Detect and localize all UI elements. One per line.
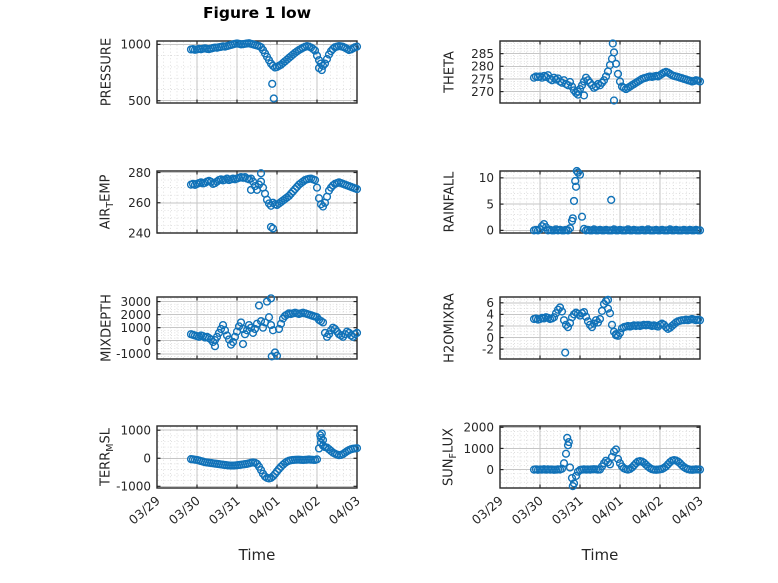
ytick-label: 280 — [471, 60, 494, 74]
axes-frame — [156, 170, 358, 234]
ytick-label: 275 — [471, 72, 494, 86]
scatter-series-theta — [529, 39, 705, 105]
tick-marks — [157, 426, 357, 488]
ytick-label: 1000 — [120, 321, 151, 335]
ytick-label: 1000 — [120, 424, 151, 438]
ytick-label: 1000 — [120, 38, 151, 52]
xtick-label: 04/03 — [326, 493, 363, 528]
subplot-pressure: 500 1000 — [120, 38, 362, 108]
ytick-label: 3000 — [120, 295, 151, 309]
ytick-label: 5 — [486, 197, 494, 211]
xtick-label: 04/02 — [629, 493, 666, 528]
ylabel-theta: THETA — [442, 51, 458, 93]
ytick-labels-pressure: 500 1000 — [120, 38, 151, 108]
xtick-labels-terr-msl: 03/29 03/30 03/31 04/01 04/02 04/03 — [126, 493, 363, 528]
ylabel-mixdepth: MIXDEPTH — [99, 294, 115, 362]
xtick-label: 03/29 — [469, 493, 506, 528]
xlabel-time-right: Time — [581, 546, 619, 564]
scatter-series-air-temp — [186, 169, 362, 233]
figure-title: Figure 1 low — [202, 4, 312, 22]
tick-marks — [500, 297, 700, 359]
xtick-label: 04/03 — [669, 493, 706, 528]
minor-grid — [500, 171, 700, 233]
xtick-label: 03/31 — [206, 493, 243, 528]
minor-grid — [500, 426, 700, 488]
ytick-labels-air-temp: 240 260 280 — [128, 166, 151, 240]
ytick-labels-rainfall: 0 5 10 — [479, 171, 494, 238]
ytick-label: 4 — [486, 308, 494, 322]
tick-marks — [500, 426, 700, 488]
tick-marks — [157, 171, 357, 234]
axes-frame — [499, 40, 701, 104]
ytick-label: 0 — [486, 463, 494, 477]
ytick-label: 240 — [128, 226, 151, 240]
subplot-sun-flux: 0 1000 2000 03/29 03/30 03/31 04/01 04/02 04/03 — [463, 421, 705, 528]
minor-grid — [157, 426, 357, 488]
ytick-labels-terr-msl: -1000 0 1000 — [116, 424, 151, 494]
tick-marks — [157, 297, 357, 359]
scatter-series-mixdepth — [186, 294, 362, 361]
axes-frame — [499, 425, 701, 489]
ytick-label: 260 — [128, 196, 151, 210]
axes-frame — [156, 40, 358, 104]
ylabel-h2omixra: H2OMIXRA — [442, 293, 458, 363]
scatter-series-terr-msl — [186, 429, 362, 483]
ylabel-terr-msl: TERRMSL — [98, 428, 116, 486]
ytick-label: 285 — [471, 47, 494, 61]
ylabel-pressure: PRESSURE — [99, 37, 115, 107]
ylabel-rainfall: RAINFALL — [442, 171, 458, 233]
scatter-series-rainfall — [529, 166, 705, 235]
ytick-label: 0 — [143, 334, 151, 348]
ytick-label: 10 — [479, 171, 494, 185]
ytick-label: -1000 — [116, 347, 151, 361]
subplot-rainfall: 0 5 10 — [479, 166, 705, 238]
ytick-label: 0 — [486, 224, 494, 238]
ylabel-sun-flux: SUNFLUX — [441, 428, 459, 486]
ytick-label: 2000 — [120, 308, 151, 322]
xtick-label: 03/31 — [549, 493, 586, 528]
subplot-terr-msl: -1000 0 1000 03/29 03/30 03/31 04/01 04/02 04/03 — [116, 424, 363, 528]
subplot-air-temp: 240 260 280 — [128, 166, 362, 240]
ytick-label: -2 — [482, 342, 494, 356]
ytick-label: 270 — [471, 85, 494, 99]
scatter-series-pressure — [186, 39, 362, 103]
xtick-labels-sun-flux: 03/29 03/30 03/31 04/01 04/02 04/03 — [469, 493, 706, 528]
scatter-series-sun-flux — [529, 433, 705, 491]
scatter-series-h2omixra — [529, 295, 705, 357]
tick-marks — [500, 41, 700, 103]
ytick-labels-sun-flux: 0 1000 2000 — [463, 421, 494, 477]
xtick-label: 03/30 — [509, 493, 546, 528]
xtick-label: 04/01 — [246, 493, 283, 528]
ytick-label: 500 — [128, 94, 151, 108]
ytick-label: 2000 — [463, 421, 494, 435]
xtick-label: 03/30 — [166, 493, 203, 528]
ytick-label: -1000 — [116, 480, 151, 494]
xtick-label: 04/01 — [589, 493, 626, 528]
axes-frame — [499, 296, 701, 360]
xlabel-time-left: Time — [238, 546, 276, 564]
ylabel-air-temp: AIRTEMP — [98, 174, 116, 230]
axes-frame — [156, 425, 358, 489]
major-grid — [157, 297, 357, 359]
xtick-label: 04/02 — [286, 493, 323, 528]
ytick-label: 0 — [486, 331, 494, 345]
ytick-label: 1000 — [463, 442, 494, 456]
ytick-label: 0 — [143, 452, 151, 466]
ytick-label: 280 — [128, 166, 151, 180]
minor-grid — [157, 297, 357, 359]
xtick-label: 03/29 — [126, 493, 163, 528]
ytick-label: 2 — [486, 319, 494, 333]
ytick-label: 6 — [486, 296, 494, 310]
